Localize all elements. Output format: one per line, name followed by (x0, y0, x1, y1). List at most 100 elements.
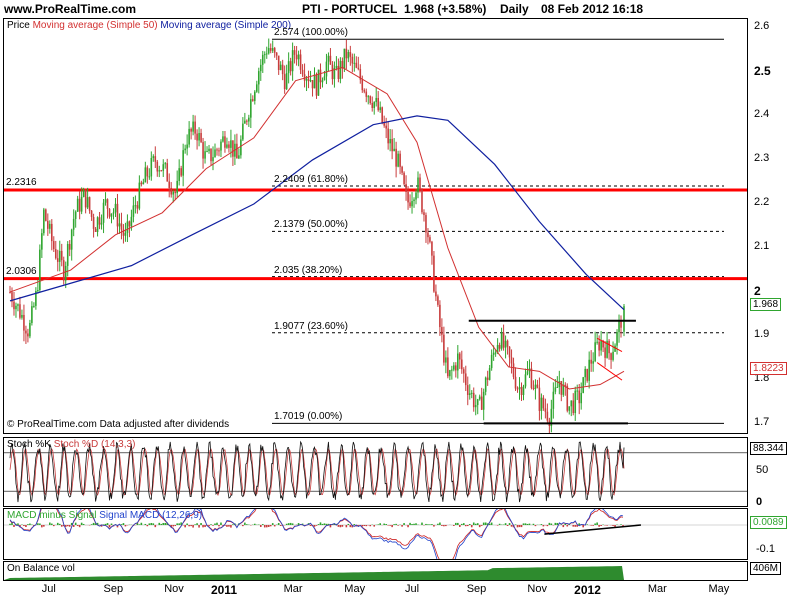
candle-body (78, 198, 81, 212)
candle-body (594, 342, 596, 362)
macd-histogram-bar (289, 522, 292, 525)
candle-body (118, 223, 121, 227)
candle-body (399, 153, 401, 167)
macd-histogram-bar (353, 524, 356, 525)
macd-histogram-bar (9, 523, 11, 525)
macd-histogram-bar (453, 525, 455, 526)
candle-body (568, 406, 571, 411)
candle-body (423, 212, 425, 216)
candle-body (604, 347, 606, 358)
macd-histogram-bar (401, 525, 403, 527)
candle-body (401, 166, 403, 173)
candle-body (289, 61, 292, 72)
candle-body (532, 387, 535, 389)
macd-histogram-bar (427, 524, 429, 525)
macd-histogram-bar (72, 525, 75, 527)
candle-body (620, 320, 622, 328)
candle-body (84, 189, 87, 208)
macd-histogram-bar (301, 523, 304, 525)
stochastic-tick-label: 50 (756, 464, 769, 476)
macd-histogram-bar (598, 525, 600, 527)
candle-body (162, 164, 165, 171)
macd-histogram-bar (508, 523, 511, 525)
candle-body (72, 218, 75, 230)
macd-histogram-bar (66, 525, 69, 527)
macd-histogram-bar (620, 524, 622, 525)
candle-body (331, 64, 334, 80)
candle-body (263, 54, 266, 56)
obv-panel[interactable]: On Balance vol (3, 561, 748, 581)
candle-body (150, 158, 153, 177)
candle-body (480, 396, 483, 410)
candle-body (228, 144, 230, 148)
macd-histogram-bar (600, 525, 602, 526)
stochastic-panel[interactable]: Stoch %K Stoch %D (14,3,3) (3, 437, 748, 507)
macd-histogram-bar (148, 523, 151, 525)
macd-histogram-bar (576, 525, 579, 527)
site-name[interactable]: www.ProRealTime.com (4, 2, 137, 16)
candle-body (222, 136, 224, 142)
candle-body (315, 74, 318, 96)
macd-histogram-bar (490, 522, 493, 525)
obv-area (4, 566, 624, 580)
macd-histogram-bar (462, 523, 465, 525)
macd-histogram-bar (411, 524, 413, 525)
macd-histogram-bar (518, 525, 521, 528)
stochastic-chart[interactable] (4, 438, 747, 506)
candle-body (550, 408, 553, 426)
macd-histogram-bar (335, 523, 338, 525)
candle-body (371, 102, 374, 109)
candle-body (347, 52, 350, 59)
macd-panel[interactable]: MACD minus Signal Signal MACD (12,26,9) (3, 508, 748, 560)
candle-body (295, 54, 298, 60)
macd-histogram-bar (232, 524, 234, 525)
macd-histogram-bar (174, 525, 176, 527)
candle-body (544, 408, 547, 412)
candle-body (114, 203, 117, 213)
candle-body (307, 78, 310, 82)
ma50-line (9, 66, 625, 390)
candle-body (429, 237, 431, 242)
candle-body (37, 289, 39, 292)
macd-histogram-bar (192, 525, 194, 528)
macd-histogram-bar (578, 523, 581, 525)
candle-body (60, 250, 63, 261)
candle-body (502, 332, 505, 348)
macd-histogram-bar (387, 525, 389, 526)
candle-body (335, 65, 338, 68)
macd-histogram-bar (383, 523, 385, 525)
macd-histogram-bar (403, 523, 405, 525)
candle-body (128, 221, 131, 227)
macd-histogram-bar (439, 522, 441, 525)
x-tick-label: Sep (103, 583, 124, 595)
x-tick-label: Nov (527, 583, 547, 595)
candle-body (451, 369, 453, 371)
macd-histogram-bar (455, 522, 457, 525)
macd-tick-label: -0.1 (756, 543, 775, 556)
candle-body (421, 189, 423, 213)
legend-price: Price (7, 20, 30, 31)
candle-body (441, 327, 443, 335)
candle-body (106, 199, 109, 209)
candle-body (41, 233, 43, 250)
candle-body (86, 197, 89, 208)
macd-histogram-bar (395, 523, 397, 525)
macd-histogram-bar (64, 525, 67, 527)
quote-datetime: 08 Feb 2012 16:18 (541, 2, 644, 16)
macd-histogram-bar (210, 524, 212, 525)
candle-body (413, 199, 415, 202)
candle-body (39, 249, 41, 290)
obv-chart[interactable] (4, 562, 747, 580)
candle-body (508, 346, 511, 358)
price-panel[interactable]: Price Moving average (Simple 50) Moving … (3, 18, 748, 434)
candle-body (140, 182, 143, 185)
macd-histogram-bar (259, 525, 262, 527)
price-chart[interactable] (4, 19, 747, 433)
macd-chart[interactable] (4, 509, 747, 559)
candle-body (588, 359, 590, 381)
candle-body (112, 212, 115, 214)
fibonacci-label: 1.9077 (23.60%) (274, 320, 348, 332)
candle-body (552, 391, 555, 409)
candle-body (287, 61, 290, 74)
candle-body (457, 353, 459, 371)
